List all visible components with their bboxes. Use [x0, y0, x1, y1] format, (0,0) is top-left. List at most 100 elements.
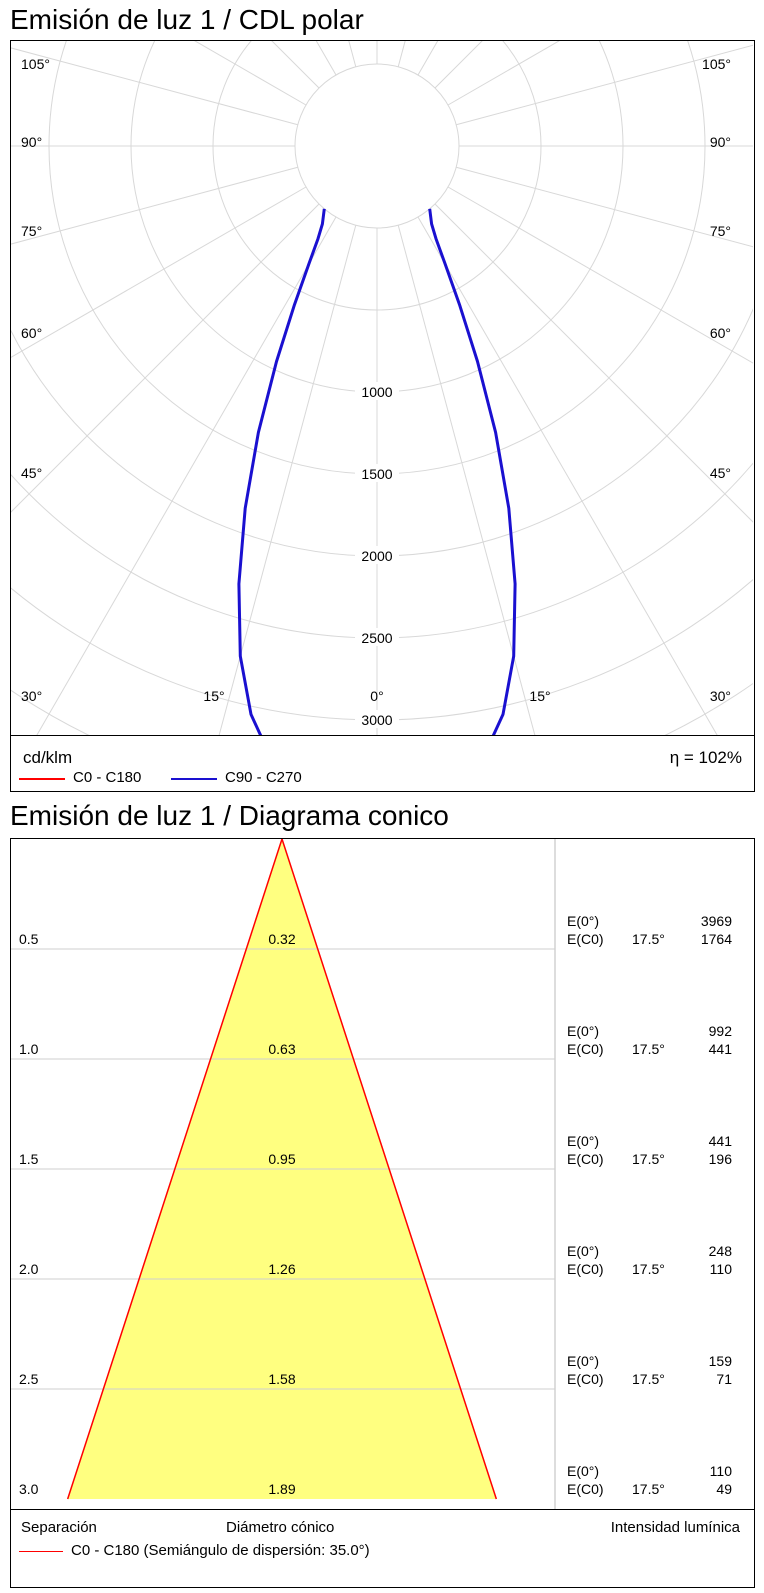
radial-tick-label: 3000 [361, 712, 392, 728]
diameter-value: 0.32 [268, 931, 295, 947]
angle-label-left: 30° [21, 688, 42, 704]
grid-spoke [11, 47, 298, 126]
grid-spoke [397, 41, 406, 67]
e0-label: E(0°) [567, 1463, 599, 1479]
ec0-angle: 17.5° [632, 1151, 665, 1167]
cone-legend-label: C0 - C180 (Semiángulo de dispersión: 35.… [71, 1542, 370, 1559]
grid-spoke [218, 225, 357, 735]
radial-tick-bg [355, 382, 399, 400]
grid-ring [11, 578, 753, 721]
polar-plot: 1000 1500 2000 2500 3000 105° 105° 90° 90° 75° 75°… [11, 41, 753, 735]
efficiency-label: η = 102% [669, 748, 742, 767]
angle-label-right: 105° [702, 56, 731, 72]
legend-line-c0 [19, 778, 65, 780]
ec0-angle: 17.5° [632, 1261, 665, 1277]
grid-spoke [434, 203, 753, 523]
e0-value: 3969 [701, 913, 732, 929]
grid-spoke [36, 216, 337, 735]
ec0-angle: 17.5° [632, 931, 665, 947]
diameter-label: Diámetro cónico [226, 1519, 335, 1536]
ec0-angle: 17.5° [632, 1041, 665, 1057]
angle-label-right: 45° [710, 465, 731, 481]
e0-label: E(0°) [567, 1353, 599, 1369]
grid-spoke [447, 186, 753, 364]
unit-label: cd/klm [23, 748, 73, 767]
grid-spoke [194, 41, 307, 106]
angle-label-bottom: 15° [529, 688, 550, 704]
separation-value: 1.0 [19, 1041, 39, 1057]
legend-label-c90: C90 - C270 [225, 769, 302, 786]
angle-label-bottom: 15° [203, 688, 224, 704]
angle-label-right: 75° [710, 223, 731, 239]
polar-chart-title: Emisión de luz 1 / CDL polar [10, 4, 364, 35]
ec0-label: E(C0) [567, 1041, 604, 1057]
radial-tick-label: 1500 [361, 466, 392, 482]
e0-label: E(0°) [567, 1023, 599, 1039]
cone-plot: 0.5 0.32 E(0°) 3969 E(C0) 17.5° 1764 1.0 0.63 E(0… [11, 839, 733, 1509]
ec0-label: E(C0) [567, 1151, 604, 1167]
grid-spoke [315, 41, 337, 76]
radial-tick-label: 2000 [361, 548, 392, 564]
separation-label: Separación [21, 1519, 97, 1536]
ec0-value: 49 [716, 1481, 732, 1497]
radial-tick-label: 2500 [361, 630, 392, 646]
cone-legend-line [19, 1551, 63, 1552]
angle-label-right: 90° [710, 134, 731, 150]
ec0-angle: 17.5° [632, 1481, 665, 1497]
grid-spoke [11, 203, 320, 513]
ec0-value: 110 [710, 1261, 733, 1277]
cone-edge-right [281, 839, 498, 1500]
angle-label-left: 75° [21, 223, 42, 239]
angle-label-left: 45° [21, 465, 42, 481]
diameter-value: 0.63 [268, 1041, 295, 1057]
radial-tick-bg [355, 464, 399, 482]
grid-spoke [348, 41, 357, 67]
radial-tick-label: 1000 [361, 384, 392, 400]
e0-value: 159 [709, 1353, 733, 1369]
e0-value: 110 [710, 1463, 733, 1479]
ec0-value: 1764 [701, 931, 732, 947]
e0-label: E(0°) [567, 1133, 599, 1149]
cone-footer-divider [11, 1509, 754, 1510]
e0-value: 441 [709, 1133, 733, 1149]
intensity-label: Intensidad lumínica [610, 1519, 740, 1536]
e0-label: E(0°) [567, 1243, 599, 1259]
e0-label: E(0°) [567, 913, 599, 929]
grid-spoke [456, 44, 753, 126]
radial-tick-bg [355, 628, 399, 646]
ec0-value: 71 [716, 1371, 732, 1387]
grid-spoke [11, 186, 307, 358]
angle-label-right: 30° [710, 688, 731, 704]
grid-spoke [417, 216, 718, 735]
diameter-value: 0.95 [268, 1151, 295, 1167]
grid-spoke [11, 166, 298, 245]
cone-edge-left [66, 839, 283, 1500]
angle-label-right: 60° [710, 325, 731, 341]
grid-spoke [456, 166, 753, 248]
e0-value: 248 [709, 1243, 733, 1259]
ec0-value: 441 [709, 1041, 733, 1057]
separation-value: 0.5 [19, 931, 39, 947]
radial-tick-bg [355, 546, 399, 564]
cone-chart-frame: 0.5 0.32 E(0°) 3969 E(C0) 17.5° 1764 1.0 0.63 E(0… [10, 838, 755, 1588]
polar-chart-frame: 1000 1500 2000 2500 3000 105° 105° 90° 90° 75° 75°… [10, 40, 755, 792]
e0-value: 992 [709, 1023, 733, 1039]
separation-value: 2.0 [19, 1261, 39, 1277]
separation-value: 1.5 [19, 1151, 39, 1167]
ec0-value: 196 [709, 1151, 733, 1167]
legend-label-c0: C0 - C180 [73, 769, 142, 786]
ec0-angle: 17.5° [632, 1371, 665, 1387]
separation-value: 3.0 [19, 1481, 39, 1497]
radial-tick-bg [355, 710, 399, 728]
ec0-label: E(C0) [567, 1371, 604, 1387]
angle-label-bottom: 0° [370, 688, 383, 704]
grid-spoke [447, 41, 560, 106]
ec0-label: E(C0) [567, 1261, 604, 1277]
ec0-label: E(C0) [567, 931, 604, 947]
legend-line-c90 [171, 778, 217, 780]
grid-spoke [397, 225, 536, 735]
diameter-value: 1.26 [268, 1261, 295, 1277]
ec0-label: E(C0) [567, 1481, 604, 1497]
cone-chart-title: Emisión de luz 1 / Diagrama conico [10, 800, 449, 831]
separation-value: 2.5 [19, 1371, 39, 1387]
